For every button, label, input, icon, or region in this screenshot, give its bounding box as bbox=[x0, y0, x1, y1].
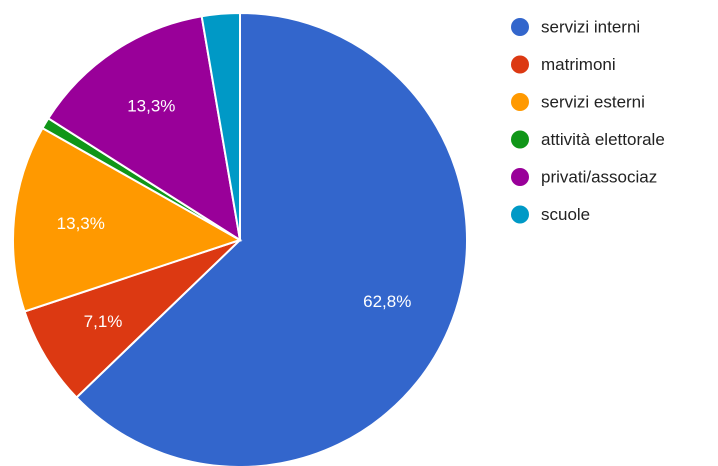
legend: servizi interni matrimoni servizi esterni a… bbox=[511, 17, 665, 224]
legend-item-matrimoni: matrimoni bbox=[511, 55, 616, 74]
legend-label: attività elettorale bbox=[541, 130, 665, 149]
pie-slice-labels: 62,8% 7,1% 13,3% 13,3% bbox=[57, 96, 412, 331]
legend-label: matrimoni bbox=[541, 55, 616, 74]
legend-label: servizi esterni bbox=[541, 92, 645, 111]
legend-swatch bbox=[511, 55, 529, 74]
legend-swatch bbox=[511, 93, 529, 111]
pie-slices bbox=[12, 11, 468, 466]
legend-swatch bbox=[511, 130, 529, 149]
legend-item-servizi-esterni: servizi esterni bbox=[511, 92, 645, 111]
legend-label: servizi interni bbox=[541, 17, 640, 36]
legend-item-servizi-interni: servizi interni bbox=[511, 17, 640, 36]
legend-swatch bbox=[511, 18, 529, 36]
legend-label: privati/associaz bbox=[541, 167, 657, 186]
slice-label-servizi-esterni: 13,3% bbox=[57, 214, 105, 233]
slice-label-privati-associaz: 13,3% bbox=[127, 96, 175, 115]
pie-slice-scuole bbox=[200, 11, 241, 241]
legend-label: scuole bbox=[541, 205, 590, 224]
legend-swatch bbox=[511, 168, 529, 186]
pie-slice-servizi-interni bbox=[75, 11, 468, 466]
pie-slice-privati-associaz bbox=[46, 15, 242, 243]
legend-swatch bbox=[511, 205, 529, 224]
slice-label-matrimoni: 7,1% bbox=[84, 312, 123, 331]
pie-slice-matrimoni bbox=[23, 239, 241, 399]
legend-item-privati-associaz: privati/associaz bbox=[511, 167, 657, 186]
legend-item-attivita-elettorale: attività elettorale bbox=[511, 130, 665, 149]
slice-label-servizi-interni: 62,8% bbox=[363, 292, 411, 311]
pie-slice-servizi-esterni bbox=[12, 126, 243, 313]
legend-item-scuole: scuole bbox=[511, 205, 590, 224]
